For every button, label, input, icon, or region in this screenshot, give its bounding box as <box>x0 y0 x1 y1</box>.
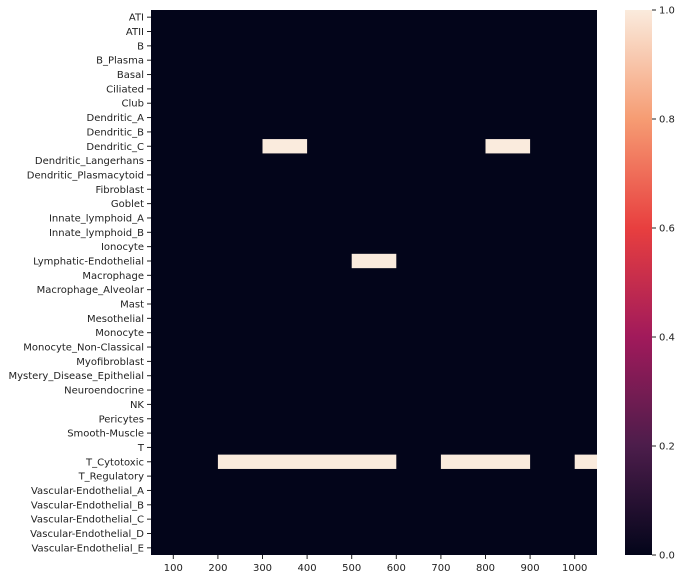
heatmap-cell <box>217 454 397 469</box>
y-tick-label: Ciliated <box>106 84 144 95</box>
y-tick-label: Vascular-Endothelial_A <box>31 486 144 497</box>
colorbar-tick-label: 0.0 <box>659 551 675 562</box>
y-tick-label: Mystery_Disease_Epithelial <box>8 371 144 382</box>
y-tick-label: Monocyte <box>95 328 144 339</box>
heatmap-cell <box>485 139 531 154</box>
y-tick-label: Dendritic_Langerhans <box>35 156 144 167</box>
y-tick-label: Dendritic_Plasmacytoid <box>27 170 144 181</box>
y-tick-label: Monocyte_Non-Classical <box>23 343 144 354</box>
y-tick-label: Mesothelial <box>87 314 144 325</box>
y-tick-label: Lymphatic-Endothelial <box>33 256 144 267</box>
y-tick-label: Smooth-Muscle <box>67 429 144 440</box>
x-tick-label: 500 <box>342 563 361 574</box>
colorbar-tick-label: 0.6 <box>659 224 675 235</box>
y-tick-label: Vascular-Endothelial_B <box>31 500 144 511</box>
x-tick-label: 300 <box>253 563 272 574</box>
y-tick-label: Vascular-Endothelial_C <box>31 515 144 526</box>
y-tick-label: Pericytes <box>99 414 144 425</box>
y-tick-label: Fibroblast <box>95 185 144 196</box>
y-tick-label: Dendritic_A <box>87 113 145 124</box>
x-tick-label: 1000 <box>562 563 587 574</box>
x-tick-label: 200 <box>208 563 227 574</box>
x-tick-label: 800 <box>476 563 495 574</box>
y-tick-label: NK <box>130 400 144 411</box>
x-tick-label: 600 <box>387 563 406 574</box>
y-tick-label: B <box>137 41 144 52</box>
colorbar-tick-label: 0.4 <box>659 333 675 344</box>
y-tick-label: ATI <box>129 13 144 24</box>
colorbar-tick-label: 1.0 <box>659 6 675 17</box>
y-tick-label: Club <box>122 99 144 110</box>
heatmap-background <box>151 10 597 555</box>
y-tick-label: ATII <box>126 27 144 38</box>
heatmap-cell <box>440 454 531 469</box>
colorbar: 0.0 0.2 0.4 0.6 0.8 1.0 <box>625 6 675 562</box>
y-tick-label: Neuroendocrine <box>64 386 144 397</box>
y-tick-label: Dendritic_C <box>86 142 144 153</box>
y-tick-label: Innate_lymphoid_B <box>49 228 144 239</box>
y-tick-label: Goblet <box>111 199 144 210</box>
x-tick-label: 400 <box>298 563 317 574</box>
heatmap-cell <box>574 454 597 469</box>
y-tick-label: Myofibroblast <box>76 357 144 368</box>
y-tick-label: Vascular-Endothelial_D <box>30 529 144 540</box>
colorbar-tick-label: 0.2 <box>659 442 675 453</box>
y-tick-label: Macrophage <box>82 271 144 282</box>
y-axis: ATI ATII B B_Plasma Basal Ciliated Club Dendrit… <box>8 13 151 554</box>
y-tick-label: B_Plasma <box>96 56 144 67</box>
heatmap-cell <box>351 253 397 269</box>
x-axis: 100 200 300 400 500 600 700 800 900 1000 <box>164 555 587 574</box>
y-tick-label: Ionocyte <box>101 242 144 253</box>
colorbar-gradient <box>625 10 652 555</box>
y-tick-label: T <box>137 443 145 454</box>
colorbar-tick-label: 0.8 <box>659 115 675 126</box>
y-tick-label: Innate_lymphoid_A <box>49 213 144 224</box>
y-tick-label: Vascular-Endothelial_E <box>31 543 144 554</box>
y-tick-label: T_Regulatory <box>78 472 145 483</box>
x-tick-label: 100 <box>164 563 183 574</box>
y-tick-label: Dendritic_B <box>87 127 145 138</box>
y-tick-label: Basal <box>117 70 144 81</box>
heatmap-cell <box>262 139 308 154</box>
y-tick-label: Mast <box>120 300 144 311</box>
x-tick-label: 900 <box>521 563 540 574</box>
y-tick-label: Macrophage_Alveolar <box>37 285 145 296</box>
y-tick-label: T_Cytotoxic <box>85 457 144 468</box>
x-tick-label: 700 <box>431 563 450 574</box>
plot-area <box>151 10 597 555</box>
